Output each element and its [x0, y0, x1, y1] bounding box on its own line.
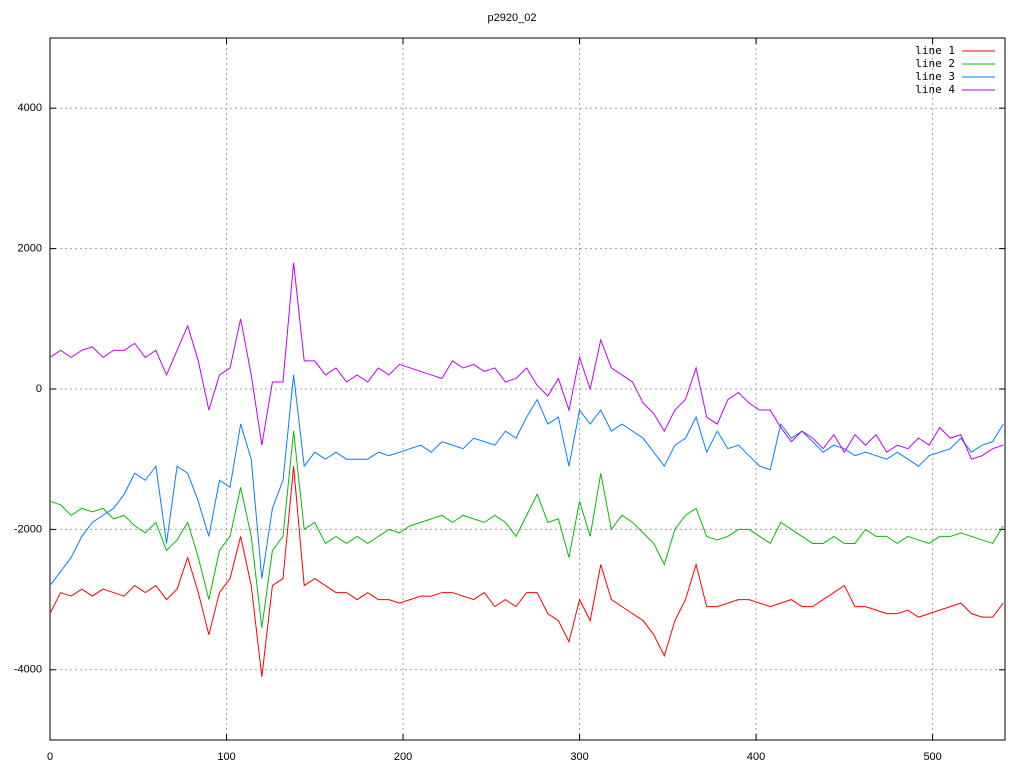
legend-label: line 2 — [915, 57, 955, 70]
legend-label: line 1 — [915, 44, 955, 57]
y-tick-label: -2000 — [14, 523, 42, 535]
x-tick-label: 0 — [47, 751, 53, 763]
series-line — [49, 431, 1004, 628]
y-tick-label: 2000 — [18, 243, 42, 255]
y-tick-label: -4000 — [14, 664, 42, 676]
y-tick-label: 0 — [36, 383, 42, 395]
series-line — [49, 466, 1004, 677]
y-tick-label: 4000 — [18, 102, 42, 114]
legend-label: line 4 — [915, 83, 955, 96]
chart-title: p2920_02 — [488, 12, 537, 24]
x-tick-label: 300 — [570, 751, 588, 763]
x-tick-label: 200 — [394, 751, 412, 763]
x-tick-label: 500 — [923, 751, 941, 763]
series-line — [49, 262, 1004, 460]
plot-frame — [49, 37, 1006, 741]
legend-label: line 3 — [915, 70, 955, 83]
series-line — [49, 374, 1004, 586]
x-tick-label: 400 — [747, 751, 765, 763]
x-tick-label: 100 — [217, 751, 235, 763]
